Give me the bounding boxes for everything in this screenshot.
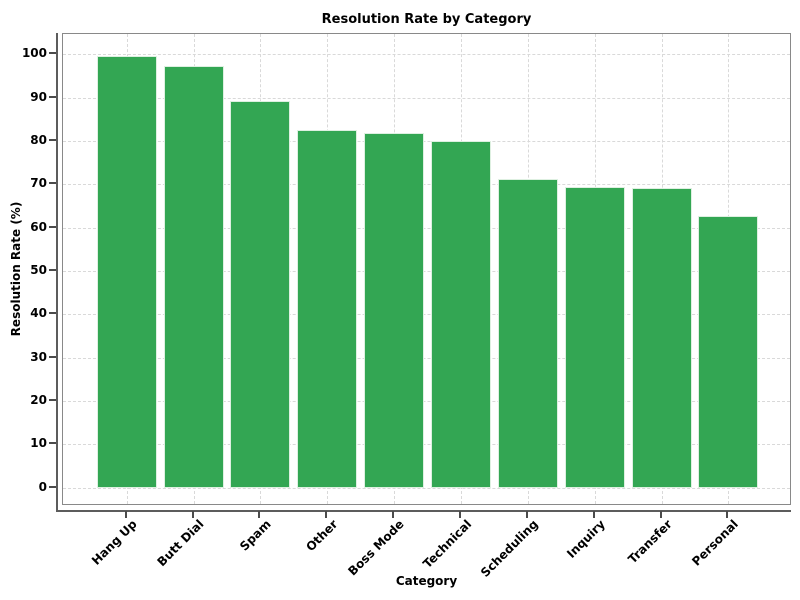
- bar: [297, 130, 358, 488]
- bar: [698, 215, 759, 488]
- x-tick: [659, 511, 662, 518]
- y-tick-label: 10: [30, 436, 47, 451]
- x-tick-label: Technical: [419, 517, 474, 572]
- x-tick: [191, 511, 194, 518]
- x-tick-label: Boss Mode: [345, 517, 408, 579]
- x-tick-label: Other: [303, 517, 341, 555]
- chart-title: Resolution Rate by Category: [321, 12, 532, 27]
- y-tick-label: 40: [30, 306, 47, 321]
- y-gridline: [63, 357, 790, 359]
- x-tick: [525, 511, 528, 518]
- y-tick-label: 70: [30, 176, 47, 191]
- y-tick-label: 30: [30, 349, 47, 364]
- bar: [163, 66, 224, 488]
- x-tick: [592, 511, 595, 518]
- y-tick-label: 80: [30, 132, 47, 147]
- x-tick-label: Transfer: [625, 517, 675, 567]
- y-tick-label: 90: [30, 89, 47, 104]
- x-tick: [726, 511, 729, 518]
- y-gridline: [63, 140, 790, 142]
- y-tick-label: 50: [30, 263, 47, 277]
- bar: [631, 187, 692, 488]
- x-tick-label: Inquiry: [563, 517, 608, 561]
- x-tick-label: Hang Up: [88, 517, 140, 568]
- y-tick-label: 60: [30, 219, 47, 234]
- y-tick: [49, 95, 56, 98]
- x-tick: [325, 511, 328, 518]
- x-axis-label: Category: [395, 574, 458, 588]
- y-gridline: [63, 184, 790, 186]
- y-gridline: [63, 487, 790, 489]
- x-tick: [392, 511, 395, 518]
- x-tick-label: Personal: [689, 517, 742, 569]
- y-tick: [49, 485, 56, 488]
- plot-area: [62, 33, 791, 505]
- x-tick: [124, 511, 127, 518]
- y-tick: [49, 355, 56, 358]
- bar: [96, 56, 157, 488]
- y-gridline: [63, 54, 790, 56]
- bar: [364, 132, 425, 488]
- bar: [497, 179, 558, 488]
- y-gridline: [63, 401, 790, 403]
- bar: [230, 100, 291, 488]
- y-gridline: [63, 314, 790, 316]
- y-gridline: [63, 227, 790, 229]
- y-gridline: [63, 97, 790, 99]
- bar: [564, 186, 625, 488]
- x-tick-label: Spam: [236, 517, 274, 554]
- y-axis-spine: [56, 33, 58, 511]
- y-tick: [49, 269, 56, 271]
- x-axis-spine: [56, 510, 791, 512]
- bar: [431, 140, 491, 488]
- y-tick: [49, 225, 56, 228]
- y-tick-label: 100: [21, 46, 47, 61]
- x-tick-label: Butt Dial: [154, 517, 207, 570]
- x-tick: [459, 511, 461, 518]
- x-tick-label: Scheduling: [477, 517, 541, 580]
- y-gridline: [63, 444, 790, 446]
- y-tick: [49, 442, 56, 445]
- y-tick: [49, 399, 56, 402]
- y-tick: [49, 182, 56, 185]
- y-tick-label: 0: [38, 479, 47, 494]
- y-tick: [49, 52, 56, 55]
- y-tick: [49, 312, 56, 315]
- y-tick: [49, 138, 56, 141]
- y-gridline: [63, 271, 790, 272]
- x-tick: [258, 511, 261, 518]
- y-tick-label: 20: [30, 393, 47, 408]
